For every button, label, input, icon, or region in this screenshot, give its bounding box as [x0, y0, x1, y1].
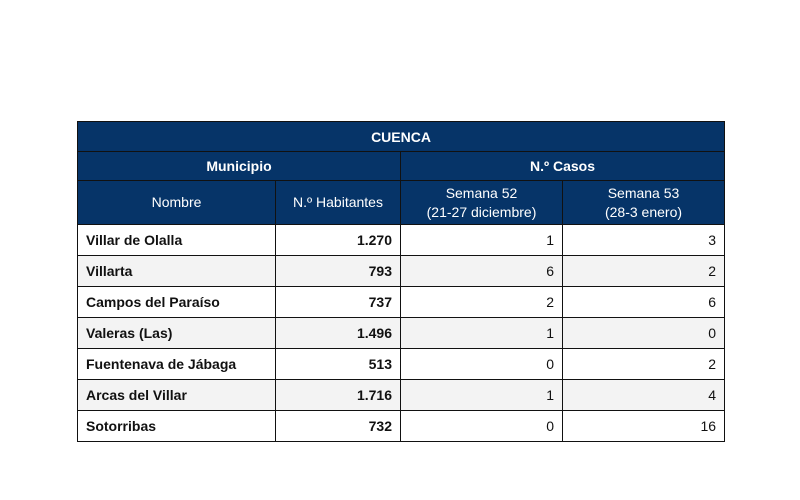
cell-semana-52: 1: [400, 379, 563, 411]
table-row: Fuentenava de Jábaga 513 0 2: [77, 348, 726, 380]
cell-semana-53: 0: [561, 317, 726, 349]
cell-habitantes: 1.716: [275, 379, 401, 411]
table-row: Villarta 793 6 2: [77, 255, 726, 287]
col-s52-line2: (21-27 diciembre): [426, 203, 537, 220]
cell-habitantes: 1.496: [275, 317, 401, 349]
col-nombre: Nombre: [77, 180, 276, 225]
cell-habitantes: 513: [275, 348, 401, 380]
cell-semana-53: 3: [561, 224, 726, 256]
col-semana-52: Semana 52 (21-27 diciembre): [400, 180, 563, 225]
cell-nombre: Fuentenava de Jábaga: [77, 348, 276, 380]
group-casos: N.º Casos: [399, 151, 726, 181]
cell-semana-53: 16: [561, 410, 726, 442]
cell-semana-52: 2: [400, 286, 563, 318]
cell-nombre: Arcas del Villar: [77, 379, 276, 411]
cell-habitantes: 793: [275, 255, 401, 287]
cell-habitantes: 1.270: [275, 224, 401, 256]
table-title: CUENCA: [76, 121, 726, 152]
table-row: Arcas del Villar 1.716 1 4: [77, 379, 726, 411]
cell-semana-52: 0: [400, 348, 563, 380]
cell-semana-53: 2: [561, 255, 726, 287]
cell-habitantes: 737: [275, 286, 401, 318]
table-row: Sotorribas 732 0 16: [77, 410, 726, 442]
table-row: Campos del Paraíso 737 2 6: [77, 286, 726, 318]
cell-semana-53: 6: [561, 286, 726, 318]
col-semana-53: Semana 53 (28-3 enero): [561, 180, 726, 225]
group-municipio: Municipio: [77, 151, 401, 181]
col-s53-line2: (28-3 enero): [604, 203, 683, 220]
cell-semana-53: 2: [561, 348, 726, 380]
cell-semana-52: 1: [400, 317, 563, 349]
cell-nombre: Villar de Olalla: [77, 224, 276, 256]
cell-nombre: Sotorribas: [77, 410, 276, 442]
cell-nombre: Campos del Paraíso: [77, 286, 276, 318]
cell-semana-52: 1: [400, 224, 563, 256]
table-row: Valeras (Las) 1.496 1 0: [77, 317, 726, 349]
col-s53-line1: Semana 53: [607, 184, 680, 201]
cell-habitantes: 732: [275, 410, 401, 442]
cell-nombre: Valeras (Las): [77, 317, 276, 349]
table-row: Villar de Olalla 1.270 1 3: [77, 224, 726, 256]
cell-semana-52: 6: [400, 255, 563, 287]
cell-nombre: Villarta: [77, 255, 276, 287]
cases-table: CUENCA Municipio N.º Casos Nombre N.º Ha…: [76, 121, 726, 442]
cell-semana-53: 4: [561, 379, 726, 411]
col-s52-line1: Semana 52: [445, 184, 518, 201]
col-habitantes: N.º Habitantes: [275, 180, 401, 225]
cell-semana-52: 0: [400, 410, 563, 442]
